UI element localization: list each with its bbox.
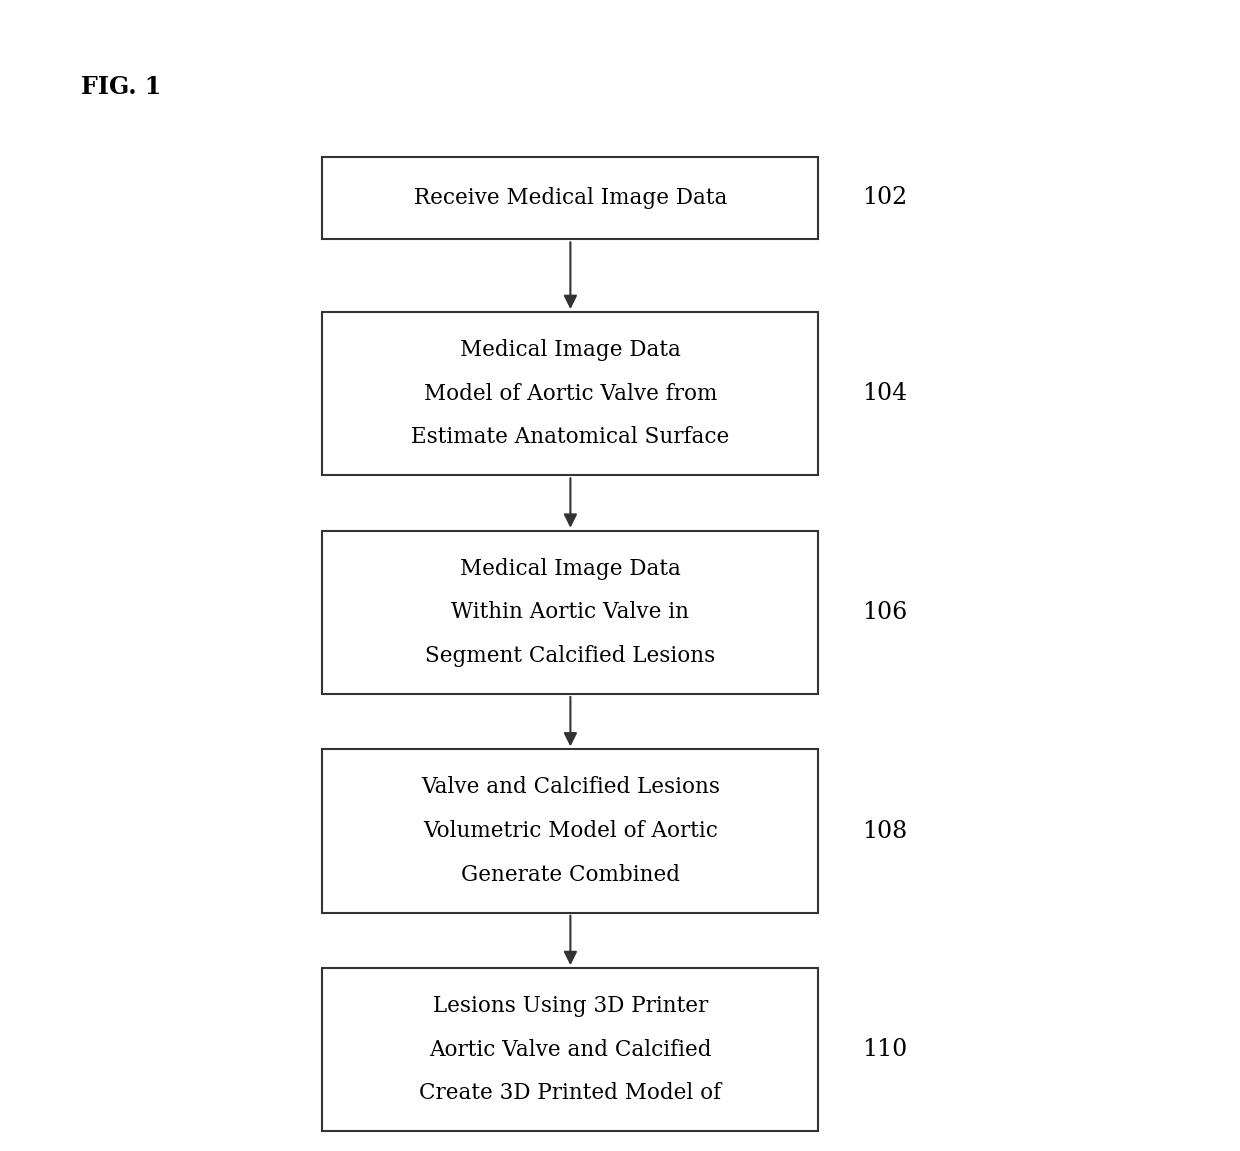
Text: 102: 102 (862, 186, 906, 209)
Bar (322, 312, 818, 475)
Text: Medical Image Data: Medical Image Data (460, 338, 681, 361)
Text: Estimate Anatomical Surface: Estimate Anatomical Surface (412, 426, 729, 449)
Text: Lesions Using 3D Printer: Lesions Using 3D Printer (433, 994, 708, 1017)
Text: Segment Calcified Lesions: Segment Calcified Lesions (425, 645, 715, 668)
Text: Generate Combined: Generate Combined (461, 863, 680, 886)
Text: 110: 110 (862, 1038, 906, 1061)
Text: Model of Aortic Valve from: Model of Aortic Valve from (424, 382, 717, 405)
Text: 108: 108 (862, 820, 906, 843)
Text: Medical Image Data: Medical Image Data (460, 557, 681, 580)
Text: Valve and Calcified Lesions: Valve and Calcified Lesions (420, 776, 720, 799)
Text: FIG. 1: FIG. 1 (81, 75, 161, 99)
Text: Within Aortic Valve in: Within Aortic Valve in (451, 601, 689, 624)
Text: 106: 106 (862, 601, 906, 624)
Bar (322, 157, 818, 239)
Text: Volumetric Model of Aortic: Volumetric Model of Aortic (423, 820, 718, 843)
Bar (322, 531, 818, 694)
Text: Receive Medical Image Data: Receive Medical Image Data (414, 186, 727, 209)
Text: Create 3D Printed Model of: Create 3D Printed Model of (419, 1082, 722, 1105)
Text: 104: 104 (862, 382, 906, 405)
Bar (322, 749, 818, 913)
Bar (322, 968, 818, 1131)
Text: Aortic Valve and Calcified: Aortic Valve and Calcified (429, 1038, 712, 1061)
